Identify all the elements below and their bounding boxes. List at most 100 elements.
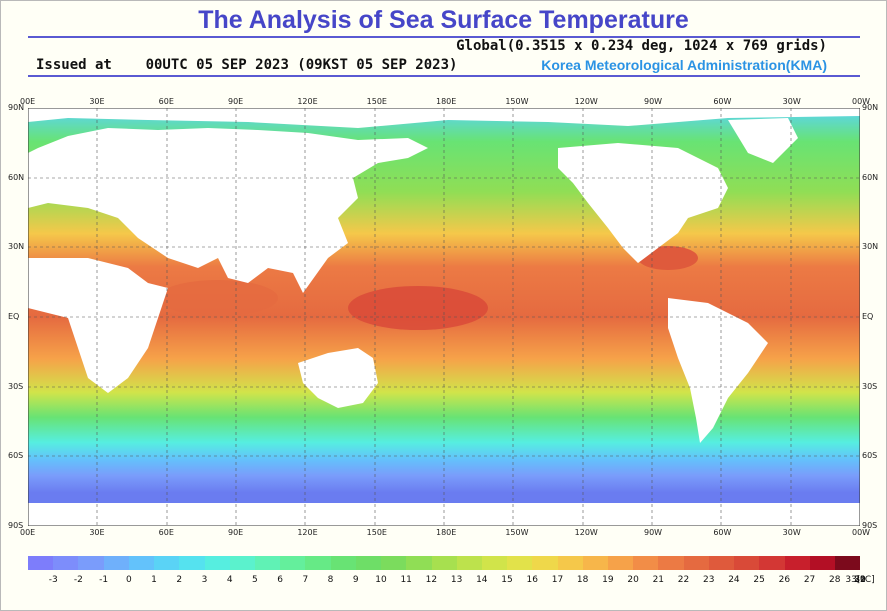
colorbar-tick-label: -2 — [73, 575, 83, 585]
colorbar-tick-label: 15 — [501, 575, 513, 585]
colorbar-swatch — [53, 556, 79, 570]
lat-label: 30S — [8, 381, 24, 391]
colorbar-tick-label: 5 — [252, 575, 258, 585]
lon-label: 150E — [366, 97, 387, 106]
lon-label: 120E — [297, 97, 318, 106]
colorbar-swatch — [431, 556, 457, 570]
colorbar-tick-label: 22 — [677, 575, 690, 585]
colorbar-swatch — [734, 556, 760, 570]
lon-label: 60E — [158, 97, 174, 106]
lon-label: 90E — [228, 97, 244, 106]
lon-label: 60E — [158, 528, 174, 537]
colorbar-tick-label: -1 — [99, 575, 109, 585]
lon-label: 90E — [228, 528, 244, 537]
colorbar-swatch — [128, 556, 155, 570]
lat-label: 60S — [8, 451, 24, 461]
warm-pool-indian — [158, 280, 278, 316]
colorbar-swatch — [708, 556, 735, 570]
colorbar-swatch — [280, 556, 306, 570]
colorbar-tick-label: 14 — [476, 575, 488, 585]
lat-label: 30S — [862, 381, 878, 391]
lat-label: 90S — [862, 521, 878, 530]
colorbar-tick-label: 27 — [803, 575, 816, 585]
land-australia — [298, 348, 378, 408]
lon-label: 60W — [713, 97, 732, 106]
lon-label: 150W — [505, 97, 529, 106]
colorbar-swatch — [204, 556, 230, 570]
colorbar-swatch — [532, 556, 558, 570]
land-south-america — [668, 298, 768, 443]
colorbar-swatch — [254, 556, 281, 570]
colorbar-swatch — [658, 556, 684, 570]
lon-label: 30W — [782, 528, 801, 537]
colorbar-tick-label: 13 — [450, 575, 463, 585]
lon-label: 120W — [574, 528, 598, 537]
colorbar-tick-label: 11 — [400, 575, 412, 585]
grid-info: Global(0.3515 x 0.234 deg, 1024 x 769 gr… — [456, 38, 827, 54]
colorbar-swatch — [784, 556, 810, 570]
colorbar-tick-label: 18 — [576, 575, 589, 585]
lon-label: 30E — [89, 97, 105, 106]
colorbar-tick-label: 20 — [627, 575, 639, 585]
colorbar-swatch — [406, 556, 432, 570]
colorbar-tick-label: 3 — [201, 575, 208, 585]
lat-label: 90N — [8, 103, 25, 112]
colorbar-tick-label: -3 — [48, 575, 58, 585]
colorbar-tick-label: 29 — [854, 575, 866, 585]
lon-label: 90W — [644, 97, 663, 106]
lat-label: 60N — [8, 172, 25, 182]
colorbar-tick-label: 26 — [778, 575, 791, 585]
lon-label: 30E — [89, 528, 105, 537]
land-north-america — [558, 143, 728, 263]
sst-map — [28, 108, 860, 526]
colorbar-tick-label: 23 — [702, 575, 715, 585]
colorbar-tick-label: 6 — [277, 575, 283, 585]
colorbar-tick-label: 33[°C] — [845, 575, 875, 585]
colorbar-swatch — [759, 556, 785, 570]
colorbar-tick-label: 2 — [176, 575, 183, 585]
issued-label: Issued at — [36, 57, 112, 73]
colorbar-tick-label: 10 — [375, 575, 387, 585]
colorbar-tick-label: 30 — [854, 575, 866, 585]
colorbar-swatch — [355, 556, 382, 570]
colorbar-tick-label: 1 — [151, 575, 157, 585]
issued-info: Issued at 00UTC 05 SEP 2023 (09KST 05 SE… — [36, 57, 457, 73]
land-arctic — [28, 108, 860, 128]
colorbar-swatch — [809, 556, 835, 570]
colorbar-tick-label: 32 — [854, 575, 866, 585]
land-africa — [28, 258, 168, 393]
colorbar-swatch — [103, 556, 129, 570]
colorbar-tick-label: 8 — [327, 575, 334, 585]
lon-label: 60W — [713, 528, 732, 537]
colorbar-tick-label: 9 — [352, 575, 359, 585]
colorbar-tick-label: 17 — [551, 575, 564, 585]
lat-label: 90N — [862, 103, 879, 112]
title-rule-top — [28, 36, 860, 38]
colorbar-tick-label: 25 — [753, 575, 765, 585]
page-title: The Analysis of Sea Surface Temperature — [198, 6, 689, 34]
lat-label: 30N — [862, 242, 879, 252]
colorbar-swatch — [582, 556, 609, 570]
colorbar-swatch — [78, 556, 104, 570]
land-greenland — [728, 118, 798, 163]
colorbar-swatch — [381, 556, 407, 570]
lat-label: 60N — [862, 172, 879, 182]
lon-label: 00W — [852, 97, 871, 106]
land-antarctica — [28, 503, 860, 526]
colorbar-tick-label: 28 — [829, 575, 841, 585]
colorbar-swatch — [456, 556, 482, 570]
colorbar-swatch — [557, 556, 583, 570]
colorbar-swatch — [330, 556, 356, 570]
colorbar-swatch — [481, 556, 508, 570]
lon-label: 00W — [852, 528, 871, 537]
colorbar-swatch — [179, 556, 205, 570]
land-eurasia — [28, 128, 428, 293]
lat-label: 60S — [862, 451, 878, 461]
colorbar-tick-label: 21 — [652, 575, 665, 585]
lon-label: 150W — [505, 528, 529, 537]
lat-label: EQ — [862, 312, 874, 321]
colorbar-tick-label: 7 — [302, 575, 309, 585]
colorbar-swatch — [154, 556, 180, 570]
colorbar-swatch — [229, 556, 255, 570]
colorbar-tick-label: 19 — [602, 575, 614, 585]
